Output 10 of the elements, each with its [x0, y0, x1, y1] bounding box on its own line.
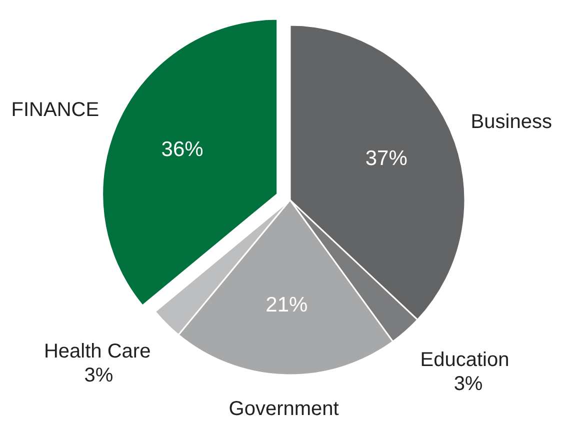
data-label: 3%: [84, 364, 114, 386]
slice-label: FINANCE: [11, 99, 100, 122]
data-label: 37%: [365, 146, 408, 170]
slice-label: Education: [420, 348, 510, 371]
slice-label: Business: [470, 110, 552, 133]
data-label: 21%: [266, 293, 308, 316]
slice-label: Government: [228, 398, 340, 420]
data-label: 36%: [161, 138, 204, 161]
data-label: 3%: [454, 372, 483, 395]
slice-label: Health Care: [44, 340, 151, 362]
